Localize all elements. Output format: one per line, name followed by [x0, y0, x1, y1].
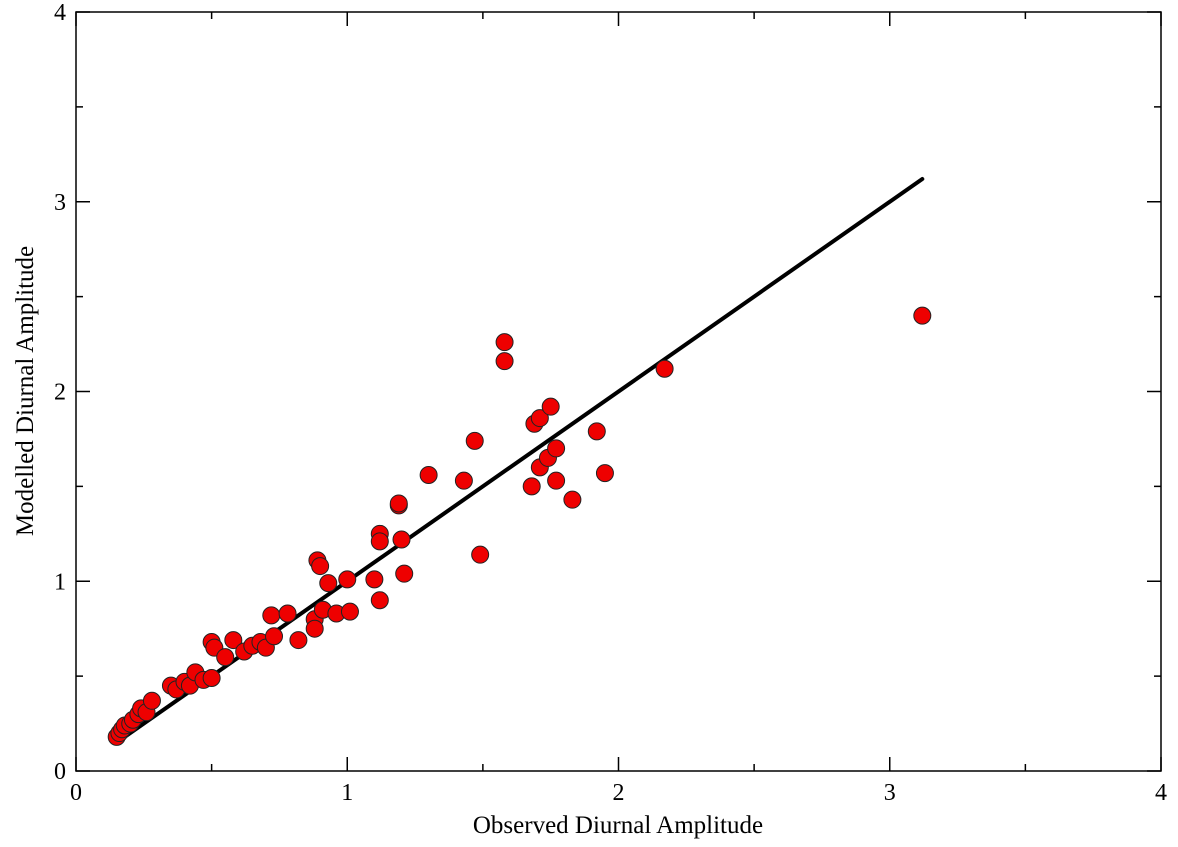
data-point: [392, 530, 411, 549]
data-point: [454, 471, 473, 490]
data-point: [289, 631, 308, 650]
data-point: [262, 606, 281, 625]
data-point: [319, 574, 338, 593]
y-tick-label: 2: [54, 380, 66, 406]
data-point: [278, 604, 297, 623]
x-tick-label: 4: [1155, 780, 1167, 806]
data-point: [541, 397, 560, 416]
data-point: [311, 557, 330, 576]
data-point: [563, 490, 582, 509]
data-point: [595, 464, 614, 483]
data-point: [471, 545, 490, 564]
data-point: [547, 471, 566, 490]
data-point: [395, 564, 414, 583]
y-tick-label: 3: [54, 190, 66, 216]
data-point: [389, 494, 408, 513]
y-tick-label: 4: [54, 0, 66, 26]
data-point: [530, 409, 549, 428]
axis-ticks: [75, 11, 1162, 772]
data-point: [655, 359, 674, 378]
data-point: [522, 477, 541, 496]
data-point: [587, 422, 606, 441]
data-point: [465, 431, 484, 450]
axis-tick-labels: 0 1 2 3 4 0 1 2 3 4: [54, 0, 1167, 806]
data-point: [338, 570, 357, 589]
data-point: [370, 591, 389, 610]
data-point: [224, 631, 243, 650]
data-point: [340, 602, 359, 621]
data-point: [495, 333, 514, 352]
y-axis-label: Modelled Diurnal Amplitude: [12, 246, 39, 536]
data-point: [495, 352, 514, 371]
data-point: [365, 570, 384, 589]
data-point: [419, 465, 438, 484]
x-axis-label: Observed Diurnal Amplitude: [473, 812, 763, 839]
x-tick-label: 1: [341, 780, 353, 806]
y-tick-label: 1: [54, 569, 66, 595]
data-point: [202, 669, 221, 688]
data-point: [370, 532, 389, 551]
data-point: [142, 691, 161, 710]
data-point: [547, 439, 566, 458]
data-point: [265, 627, 284, 646]
data-point: [216, 648, 235, 667]
x-tick-label: 3: [884, 780, 896, 806]
y-tick-label: 0: [54, 759, 66, 785]
data-point: [305, 619, 324, 638]
x-tick-label: 0: [70, 780, 82, 806]
data-point: [913, 306, 932, 325]
x-tick-label: 2: [613, 780, 625, 806]
data-points-group: [107, 306, 932, 746]
